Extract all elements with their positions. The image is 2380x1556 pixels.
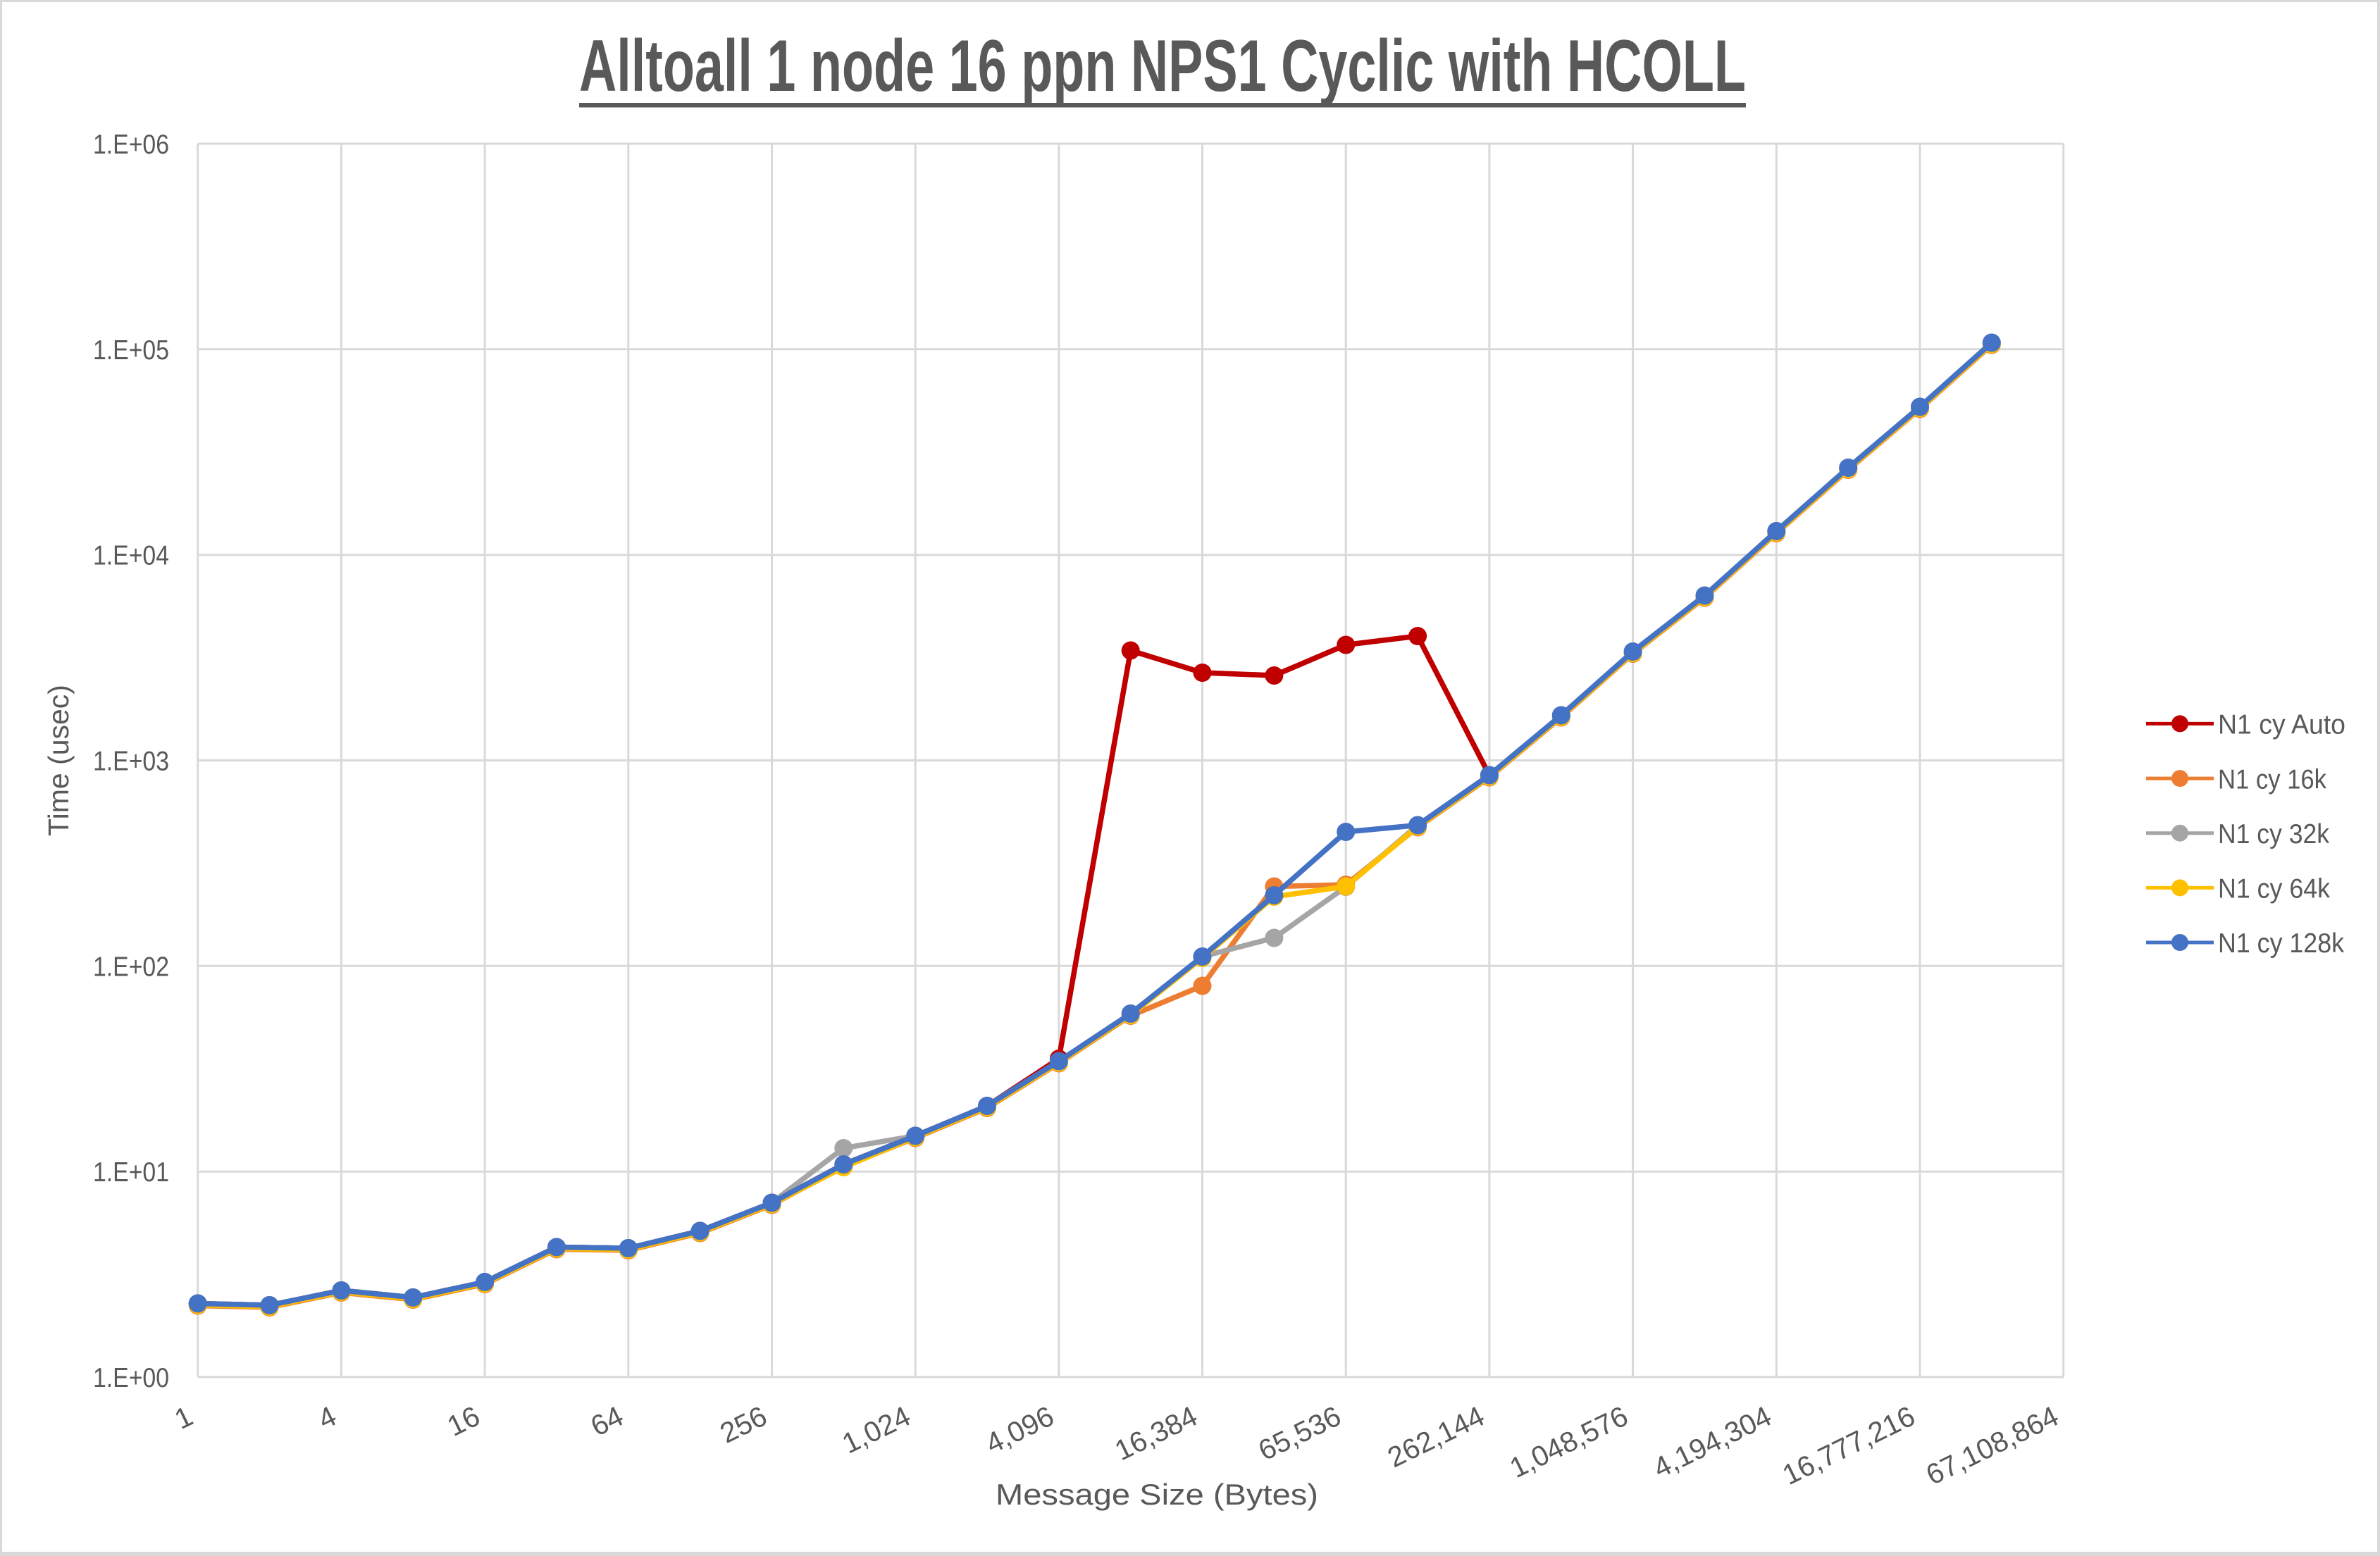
svg-text:Alltoall 1 node 16 ppn NPS1 Cy: Alltoall 1 node 16 ppn NPS1 Cyclic with …: [579, 25, 1746, 107]
svg-text:1.E+01: 1.E+01: [93, 1157, 169, 1188]
svg-text:N1 cy 64k: N1 cy 64k: [2218, 874, 2330, 904]
svg-text:N1 cy 32k: N1 cy 32k: [2218, 819, 2329, 849]
svg-text:N1 cy 128k: N1 cy 128k: [2218, 928, 2344, 959]
svg-text:1.E+06: 1.E+06: [93, 130, 169, 160]
svg-text:Message Size (Bytes): Message Size (Bytes): [996, 1478, 1318, 1511]
svg-text:1.E+00: 1.E+00: [93, 1363, 169, 1393]
svg-text:1.E+04: 1.E+04: [93, 541, 169, 571]
svg-text:1.E+03: 1.E+03: [93, 747, 169, 777]
svg-text:N1 cy Auto: N1 cy Auto: [2218, 710, 2345, 740]
svg-text:1.E+05: 1.E+05: [93, 335, 169, 366]
svg-text:Time (usec): Time (usec): [42, 685, 75, 836]
svg-text:N1 cy 16k: N1 cy 16k: [2218, 764, 2326, 795]
svg-text:1.E+02: 1.E+02: [93, 952, 169, 982]
